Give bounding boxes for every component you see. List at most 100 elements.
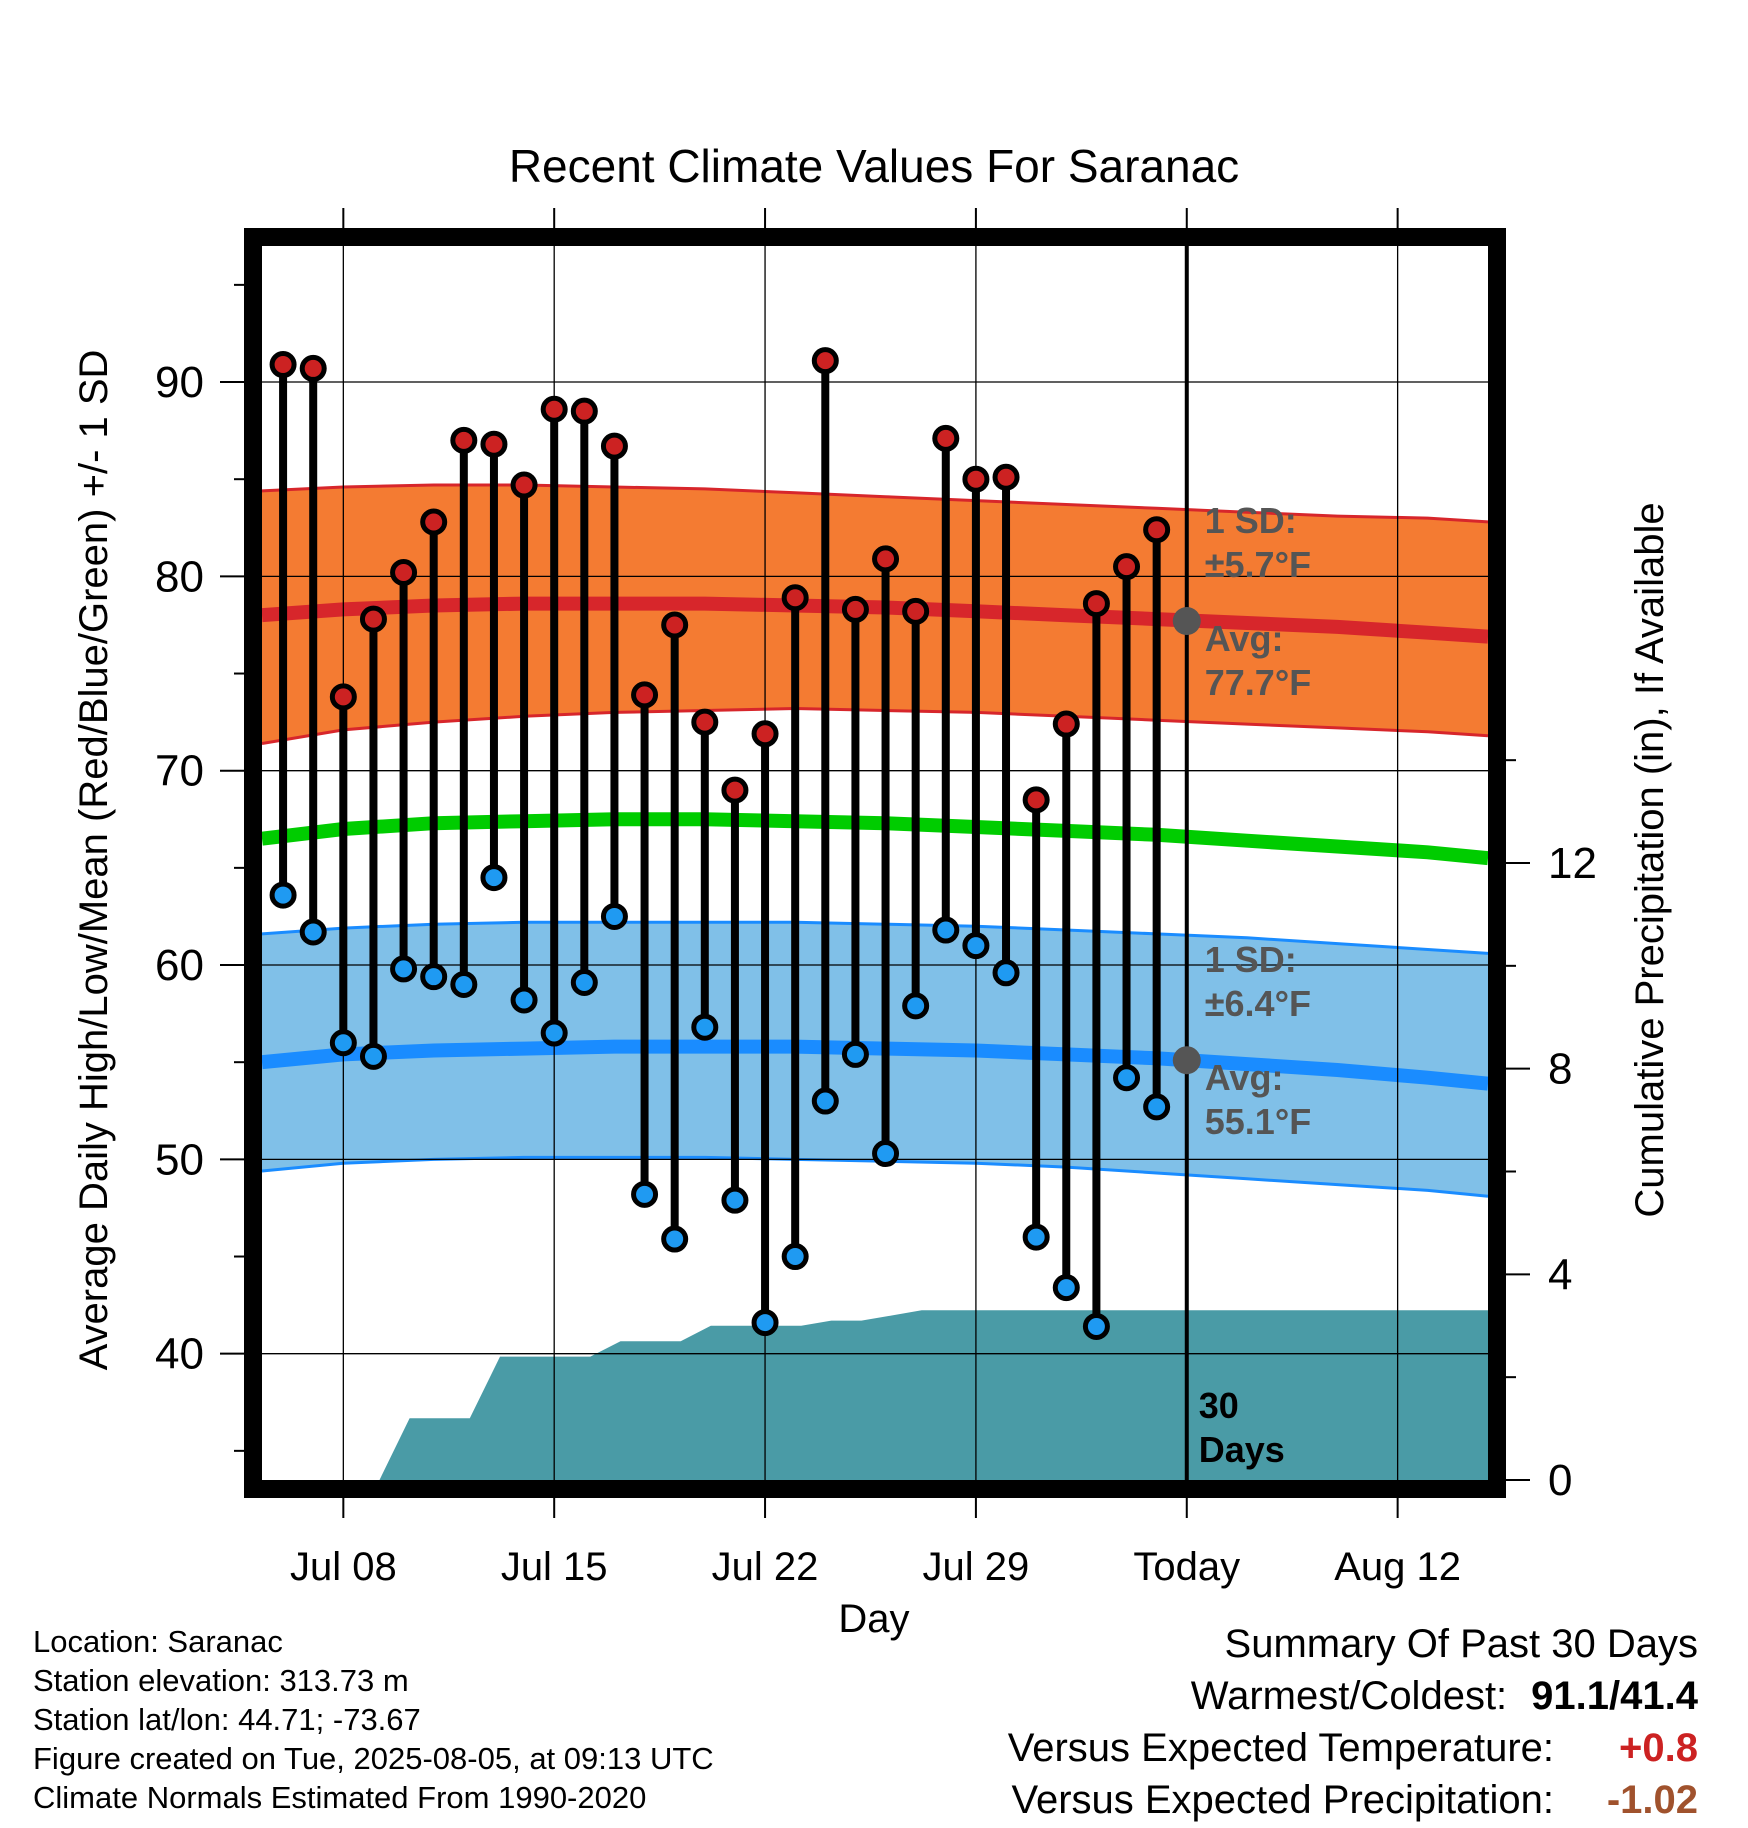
high-marker (631, 681, 659, 709)
low-marker (962, 932, 990, 960)
high-marker (600, 432, 628, 460)
low-marker (420, 963, 448, 991)
high-marker (1052, 710, 1080, 738)
chart-title: Recent Climate Values For Saranac (509, 140, 1239, 192)
high-marker (1022, 786, 1050, 814)
low-marker (480, 864, 508, 892)
high-marker (661, 611, 689, 639)
high-sd-value: ±5.7°F (1205, 544, 1311, 585)
temp-value: +0.8 (1619, 1726, 1698, 1770)
high-marker (510, 471, 538, 499)
low-marker (299, 918, 327, 946)
low-marker (841, 1040, 869, 1068)
temp-label: Versus Expected Temperature: (1007, 1726, 1554, 1770)
summary-precip: Versus Expected Precipitation: -1.02 (1008, 1774, 1698, 1826)
high-marker (962, 465, 990, 493)
low-marker (329, 1029, 357, 1057)
high-marker (902, 597, 930, 625)
low-marker (1022, 1223, 1050, 1251)
info-created: Figure created on Tue, 2025-08-05, at 09… (33, 1741, 714, 1776)
summary-title: Summary Of Past 30 Days (1224, 1622, 1698, 1666)
high-marker (721, 776, 749, 804)
high-marker (420, 508, 448, 536)
low-marker (269, 881, 297, 909)
low-marker (600, 902, 628, 930)
low-marker (510, 986, 538, 1014)
low-marker (540, 1019, 568, 1047)
high-marker (781, 584, 809, 612)
low-sd-label: 1 SD: (1205, 939, 1297, 980)
plot-frame (244, 228, 1506, 1498)
x-axis-label: Day (838, 1597, 909, 1641)
y2-tick-label: 0 (1548, 1456, 1572, 1505)
precip-value: -1.02 (1606, 1778, 1698, 1822)
low-avg-value: 55.1°F (1205, 1101, 1311, 1142)
info-location: Location: Saranac (33, 1624, 283, 1659)
high-marker (390, 558, 418, 586)
precip-label: Versus Expected Precipitation: (1011, 1778, 1554, 1822)
y-tick-label: 70 (155, 747, 204, 796)
high-avg-value: 77.7°F (1205, 662, 1311, 703)
high-marker (540, 395, 568, 423)
high-marker (1113, 553, 1141, 581)
high-marker (480, 430, 508, 458)
low-marker (932, 916, 960, 944)
low-marker (902, 992, 930, 1020)
x-tick-label: Jul 29 (923, 1545, 1030, 1589)
high-marker (299, 354, 327, 382)
low-marker (691, 1013, 719, 1041)
low-sd-value: ±6.4°F (1205, 983, 1311, 1024)
warmest-coldest-label: Warmest/Coldest: (1190, 1674, 1508, 1718)
high-marker (269, 351, 297, 379)
info-elevation: Station elevation: 313.73 m (33, 1663, 409, 1698)
days-label-number: 30 (1199, 1385, 1239, 1426)
y2-tick-label: 12 (1548, 839, 1597, 888)
y-tick-label: 40 (155, 1330, 204, 1379)
high-marker (751, 720, 779, 748)
low-marker (992, 959, 1020, 987)
low-sd-band (262, 922, 1488, 1197)
high-marker (570, 397, 598, 425)
high-marker (872, 545, 900, 573)
precipitation-area (262, 1310, 1488, 1480)
y-tick-label: 60 (155, 941, 204, 990)
y2-tick-label: 8 (1548, 1045, 1572, 1094)
info-normals: Climate Normals Estimated From 1990-2020 (33, 1780, 647, 1815)
low-marker (751, 1309, 779, 1337)
high-marker (932, 424, 960, 452)
x-tick-label: Jul 15 (501, 1545, 608, 1589)
high-marker (811, 347, 839, 375)
high-marker (1082, 590, 1110, 618)
low-marker (872, 1140, 900, 1168)
low-marker (1143, 1093, 1171, 1121)
low-avg-label: Avg: (1205, 1057, 1284, 1098)
today-low-avg-dot (1172, 1046, 1201, 1075)
x-tick-label: Jul 08 (290, 1545, 397, 1589)
high-marker (450, 426, 478, 454)
y-tick-label: 90 (155, 358, 204, 407)
mean-normal-line (262, 812, 1488, 866)
low-marker (781, 1243, 809, 1271)
low-marker (661, 1225, 689, 1253)
low-marker (631, 1180, 659, 1208)
low-marker (450, 970, 478, 998)
x-tick-label: Jul 22 (712, 1545, 819, 1589)
y-tick-label: 80 (155, 552, 204, 601)
high-marker (359, 605, 387, 633)
high-marker (841, 595, 869, 623)
high-marker (691, 708, 719, 736)
today-high-avg-dot (1172, 607, 1201, 636)
low-marker (390, 955, 418, 983)
station-info: Location: Saranac Station elevation: 313… (33, 1622, 714, 1817)
high-sd-label: 1 SD: (1205, 500, 1297, 541)
days-label-text: Days (1199, 1429, 1285, 1470)
x-tick-label: Aug 12 (1334, 1545, 1461, 1589)
low-marker (1113, 1064, 1141, 1092)
high-marker (329, 683, 357, 711)
low-marker (1082, 1312, 1110, 1340)
low-marker (1052, 1274, 1080, 1302)
y-axis-label: Average Daily High/Low/Mean (Red/Blue/Gr… (72, 350, 116, 1371)
y-tick-label: 50 (155, 1135, 204, 1184)
